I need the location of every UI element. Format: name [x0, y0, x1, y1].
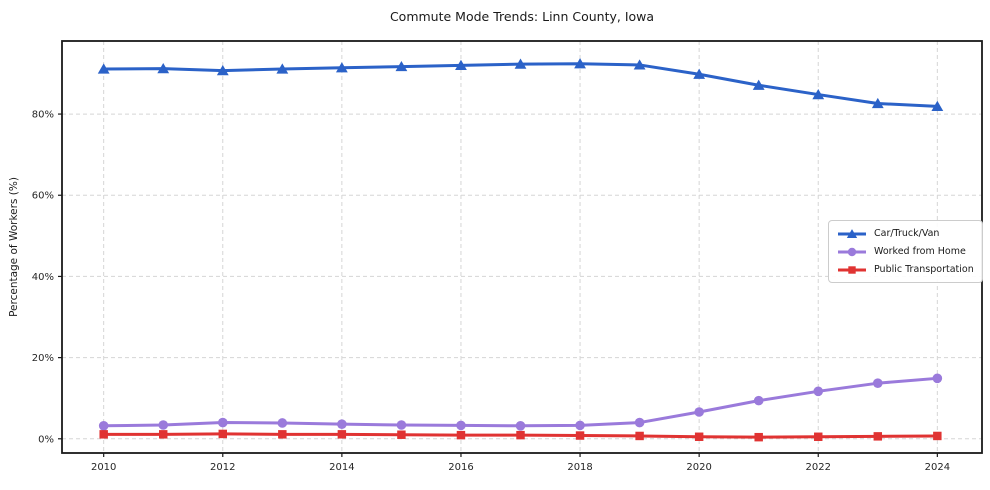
x-tick-label: 2018: [567, 462, 592, 473]
series-2-point: [218, 429, 228, 439]
series-0-point: [693, 68, 706, 79]
x-tick-label: 2024: [925, 462, 950, 473]
legend-swatch-line: [838, 265, 866, 274]
x-tick-label: 2010: [91, 462, 116, 473]
series-2-point: [814, 432, 823, 441]
x-tick-label: 2012: [210, 462, 235, 473]
series-2-point: [99, 430, 108, 439]
series-1-point: [456, 420, 466, 431]
series-2-point: [933, 431, 942, 441]
series-1-point: [813, 386, 824, 397]
series-0-point: [812, 88, 825, 100]
legend-swatch-line: [838, 228, 866, 238]
legend-label: Worked from Home: [874, 246, 966, 257]
line-square-marker-icon: [837, 264, 867, 276]
series-0-point: [514, 58, 527, 69]
series-0-point: [97, 63, 110, 74]
series-1-point: [337, 419, 347, 429]
legend-marker: [848, 265, 856, 274]
series-1-point: [98, 421, 109, 431]
series-2-point: [873, 432, 883, 441]
series-1-point: [515, 421, 526, 431]
x-tick-label: 2020: [686, 462, 711, 473]
series-0-point: [574, 58, 586, 69]
series-line-0: [102, 62, 939, 108]
series-1-point: [932, 373, 943, 384]
series-2-point: [635, 431, 644, 441]
legend: Car/Truck/Van Worked from Home Public Tr…: [828, 220, 983, 283]
series-2-point: [278, 430, 287, 439]
series-2-point: [337, 430, 347, 439]
y-tick-label: 0%: [38, 434, 54, 445]
series-1-point: [694, 407, 704, 417]
series-1-point: [634, 417, 645, 428]
legend-item-public-transportation: Public Transportation: [837, 262, 974, 277]
series-0-point: [455, 59, 467, 70]
series-1-point: [396, 420, 407, 430]
legend-label: Public Transportation: [874, 264, 974, 275]
series-1-point: [753, 395, 764, 406]
line-triangle-marker-icon: [837, 228, 867, 240]
series-0-point: [157, 62, 170, 74]
series-1-point: [158, 420, 169, 430]
y-tick-label: 20%: [32, 353, 54, 364]
series-line-1: [102, 376, 939, 428]
legend-swatch-line: [838, 247, 866, 256]
y-tick-label: 40%: [32, 272, 54, 283]
series-0-point: [216, 65, 229, 76]
series-2-point: [516, 430, 525, 440]
series-2-point: [754, 432, 763, 442]
series-2-point: [575, 431, 585, 440]
y-tick-label: 60%: [32, 191, 54, 202]
legend-marker: [847, 247, 857, 256]
series-1-point: [872, 378, 883, 388]
series-1-point: [277, 418, 288, 428]
series-2-point: [456, 430, 466, 440]
series-0-point: [633, 59, 646, 70]
series-2-point: [397, 430, 406, 439]
legend-item-car-truck-van: Car/Truck/Van: [837, 226, 974, 241]
y-axis-label: Percentage of Workers (%): [8, 177, 20, 317]
legend-label: Car/Truck/Van: [874, 228, 940, 239]
series-0-point: [931, 100, 944, 111]
series-1-point: [575, 420, 585, 431]
series-2-point: [159, 430, 168, 439]
series-0-point: [395, 60, 408, 72]
x-tick-label: 2016: [448, 462, 473, 473]
series-2-point: [694, 432, 704, 441]
series-0-point: [871, 97, 884, 109]
series-1-point: [217, 417, 228, 428]
series-0-point: [335, 62, 348, 73]
x-tick-label: 2014: [329, 462, 354, 473]
line-circle-marker-icon: [837, 246, 867, 258]
x-tick-label: 2022: [806, 462, 831, 473]
chart-title: Commute Mode Trends: Linn County, Iowa: [389, 9, 655, 24]
legend-item-worked-from-home: Worked from Home: [837, 244, 974, 259]
series-0-point: [752, 79, 765, 90]
y-tick-label: 80%: [32, 110, 54, 121]
legend-marker: [846, 228, 858, 238]
series-0-point: [276, 63, 289, 74]
